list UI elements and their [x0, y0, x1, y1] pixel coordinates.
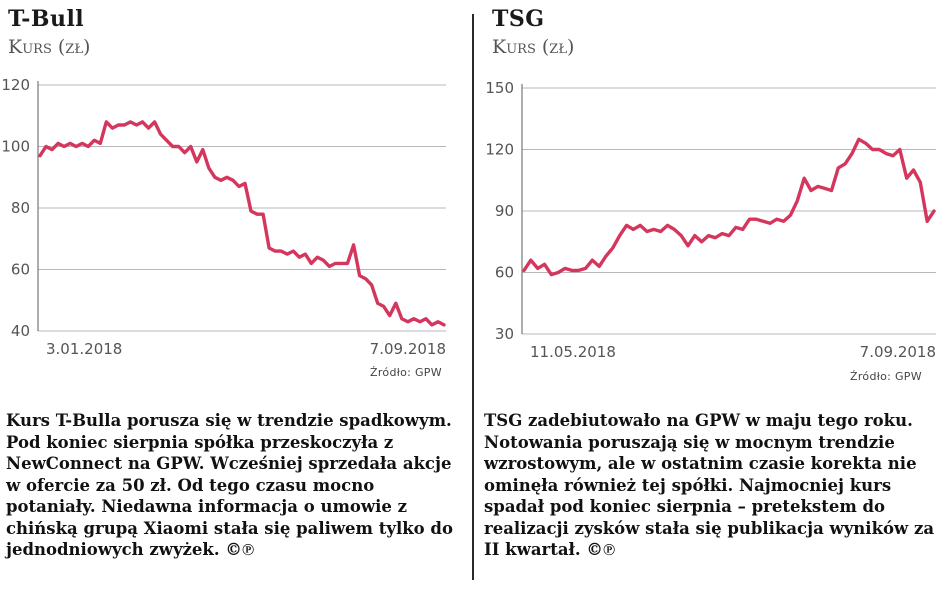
- y-tick-label: 60: [11, 261, 30, 279]
- chart-title: T-Bull: [8, 6, 85, 32]
- caption-text: TSG zadebiutowało na GPW w maju tego rok…: [484, 411, 935, 559]
- y-tick-label: 30: [495, 325, 514, 343]
- x-tick-label: 7.09.2018: [860, 343, 936, 361]
- tsg-line-chart: 150 120 90 60 30 11.05.2018 7.09.2018: [485, 79, 936, 361]
- chart-panel-tbull: T-Bull Kurs (zł) 120 100 80 60 40 3.01.2018 7.…: [0, 0, 470, 593]
- chart-title: TSG: [492, 6, 545, 32]
- y-tick-label: 150: [485, 79, 514, 97]
- tbull-line-chart: 120 100 80 60 40 3.01.2018 7.09.2018: [1, 76, 446, 358]
- y-tick-label: 90: [495, 202, 514, 220]
- y-tick-label: 40: [11, 322, 30, 340]
- source-note: Źródło: GPW: [850, 370, 922, 383]
- chart-subtitle: Kurs (zł): [492, 36, 575, 58]
- y-tick-label: 100: [1, 138, 30, 156]
- caption-text: Kurs T-Bulla porusza się w trendzie spad…: [6, 411, 453, 559]
- y-tick-label: 120: [485, 141, 514, 159]
- y-tick-label: 60: [495, 264, 514, 282]
- price-series-line: [38, 120, 446, 327]
- x-tick-label: 11.05.2018: [530, 343, 616, 361]
- panel-divider: [472, 14, 474, 580]
- y-tick-label: 120: [1, 76, 30, 94]
- price-series-line: [522, 137, 936, 277]
- source-note: Źródło: GPW: [370, 366, 442, 379]
- x-tick-label: 3.01.2018: [46, 340, 122, 358]
- y-tick-label: 80: [11, 199, 30, 217]
- x-tick-label: 7.09.2018: [370, 340, 446, 358]
- chart-panel-tsg: TSG Kurs (zł) 150 120 90 60 30 11.05.2018 7.09…: [484, 0, 948, 593]
- chart-subtitle: Kurs (zł): [8, 36, 91, 58]
